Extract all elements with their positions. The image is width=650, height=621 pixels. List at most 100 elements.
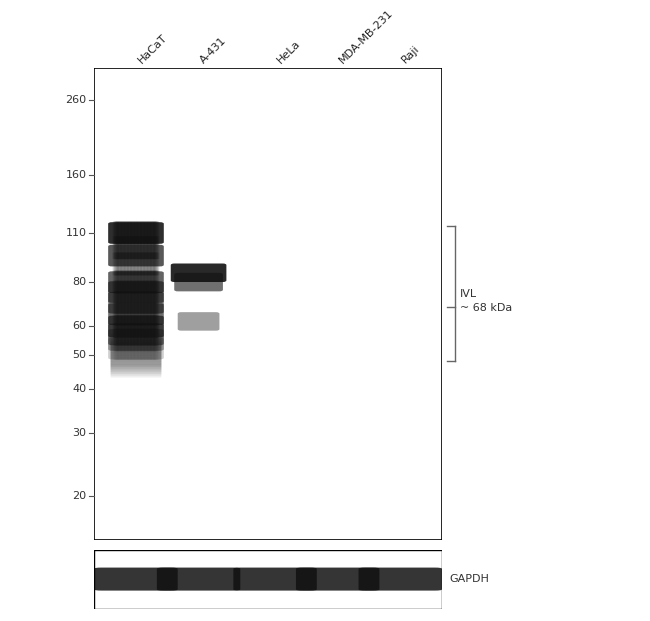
FancyBboxPatch shape	[122, 252, 126, 276]
FancyBboxPatch shape	[124, 315, 129, 338]
FancyBboxPatch shape	[138, 281, 144, 304]
FancyBboxPatch shape	[114, 323, 119, 346]
FancyBboxPatch shape	[151, 222, 157, 245]
FancyBboxPatch shape	[135, 302, 139, 325]
FancyBboxPatch shape	[153, 291, 158, 314]
FancyBboxPatch shape	[125, 271, 131, 294]
FancyBboxPatch shape	[125, 323, 131, 346]
FancyBboxPatch shape	[114, 315, 119, 338]
FancyBboxPatch shape	[116, 252, 120, 276]
FancyBboxPatch shape	[149, 252, 153, 276]
FancyBboxPatch shape	[118, 315, 124, 338]
FancyBboxPatch shape	[111, 342, 161, 356]
FancyBboxPatch shape	[122, 281, 126, 304]
FancyBboxPatch shape	[120, 323, 125, 346]
FancyBboxPatch shape	[146, 281, 151, 304]
FancyBboxPatch shape	[120, 337, 125, 360]
FancyBboxPatch shape	[136, 291, 140, 314]
FancyBboxPatch shape	[118, 271, 124, 294]
FancyBboxPatch shape	[114, 302, 119, 325]
FancyBboxPatch shape	[143, 281, 148, 304]
FancyBboxPatch shape	[112, 252, 118, 276]
FancyBboxPatch shape	[117, 329, 122, 351]
FancyBboxPatch shape	[135, 281, 139, 304]
FancyBboxPatch shape	[122, 323, 126, 346]
FancyBboxPatch shape	[133, 271, 138, 294]
FancyBboxPatch shape	[136, 271, 140, 294]
FancyBboxPatch shape	[149, 323, 153, 346]
FancyBboxPatch shape	[112, 315, 118, 338]
FancyBboxPatch shape	[130, 315, 135, 338]
FancyBboxPatch shape	[136, 315, 140, 338]
FancyBboxPatch shape	[138, 291, 144, 314]
FancyBboxPatch shape	[123, 315, 127, 338]
FancyBboxPatch shape	[111, 333, 161, 347]
Text: 30: 30	[72, 428, 86, 438]
FancyBboxPatch shape	[118, 291, 124, 314]
FancyBboxPatch shape	[127, 329, 132, 351]
FancyBboxPatch shape	[150, 302, 155, 325]
FancyBboxPatch shape	[112, 222, 118, 245]
FancyBboxPatch shape	[153, 337, 158, 360]
FancyBboxPatch shape	[116, 271, 120, 294]
FancyBboxPatch shape	[129, 222, 133, 245]
FancyBboxPatch shape	[111, 363, 161, 376]
FancyBboxPatch shape	[135, 323, 139, 346]
FancyBboxPatch shape	[108, 329, 164, 351]
FancyBboxPatch shape	[111, 354, 161, 367]
FancyBboxPatch shape	[140, 323, 145, 346]
FancyBboxPatch shape	[114, 236, 119, 259]
FancyBboxPatch shape	[117, 337, 122, 360]
FancyBboxPatch shape	[133, 302, 138, 325]
FancyBboxPatch shape	[127, 323, 132, 346]
FancyBboxPatch shape	[146, 291, 151, 314]
FancyBboxPatch shape	[133, 291, 138, 314]
FancyBboxPatch shape	[94, 568, 177, 591]
FancyBboxPatch shape	[151, 315, 157, 338]
FancyBboxPatch shape	[111, 338, 161, 351]
FancyBboxPatch shape	[117, 271, 122, 294]
FancyBboxPatch shape	[153, 329, 158, 351]
FancyBboxPatch shape	[155, 291, 159, 314]
FancyBboxPatch shape	[140, 222, 145, 245]
FancyBboxPatch shape	[137, 329, 142, 351]
FancyBboxPatch shape	[136, 252, 140, 276]
FancyBboxPatch shape	[125, 329, 131, 351]
FancyBboxPatch shape	[123, 302, 127, 325]
FancyBboxPatch shape	[130, 302, 135, 325]
FancyBboxPatch shape	[144, 271, 150, 294]
FancyBboxPatch shape	[111, 350, 161, 364]
FancyBboxPatch shape	[138, 302, 144, 325]
FancyBboxPatch shape	[111, 359, 161, 372]
FancyBboxPatch shape	[117, 291, 122, 314]
FancyBboxPatch shape	[142, 323, 146, 346]
FancyBboxPatch shape	[136, 222, 140, 245]
FancyBboxPatch shape	[116, 281, 120, 304]
FancyBboxPatch shape	[122, 271, 126, 294]
FancyBboxPatch shape	[125, 236, 131, 259]
FancyBboxPatch shape	[144, 302, 150, 325]
FancyBboxPatch shape	[123, 252, 127, 276]
FancyBboxPatch shape	[116, 323, 120, 346]
FancyBboxPatch shape	[143, 252, 148, 276]
FancyBboxPatch shape	[114, 329, 119, 351]
FancyBboxPatch shape	[127, 271, 132, 294]
FancyBboxPatch shape	[129, 337, 133, 360]
Text: MDA-MB-231: MDA-MB-231	[338, 7, 395, 65]
FancyBboxPatch shape	[111, 355, 161, 369]
FancyBboxPatch shape	[129, 329, 133, 351]
FancyBboxPatch shape	[155, 302, 159, 325]
FancyBboxPatch shape	[147, 252, 152, 276]
FancyBboxPatch shape	[130, 271, 135, 294]
FancyBboxPatch shape	[155, 337, 159, 360]
FancyBboxPatch shape	[111, 345, 161, 359]
FancyBboxPatch shape	[147, 291, 152, 314]
FancyBboxPatch shape	[112, 302, 118, 325]
FancyBboxPatch shape	[117, 323, 122, 346]
FancyBboxPatch shape	[116, 222, 120, 245]
FancyBboxPatch shape	[122, 236, 126, 259]
FancyBboxPatch shape	[146, 302, 151, 325]
FancyBboxPatch shape	[129, 236, 133, 259]
FancyBboxPatch shape	[111, 349, 161, 362]
FancyBboxPatch shape	[143, 315, 148, 338]
